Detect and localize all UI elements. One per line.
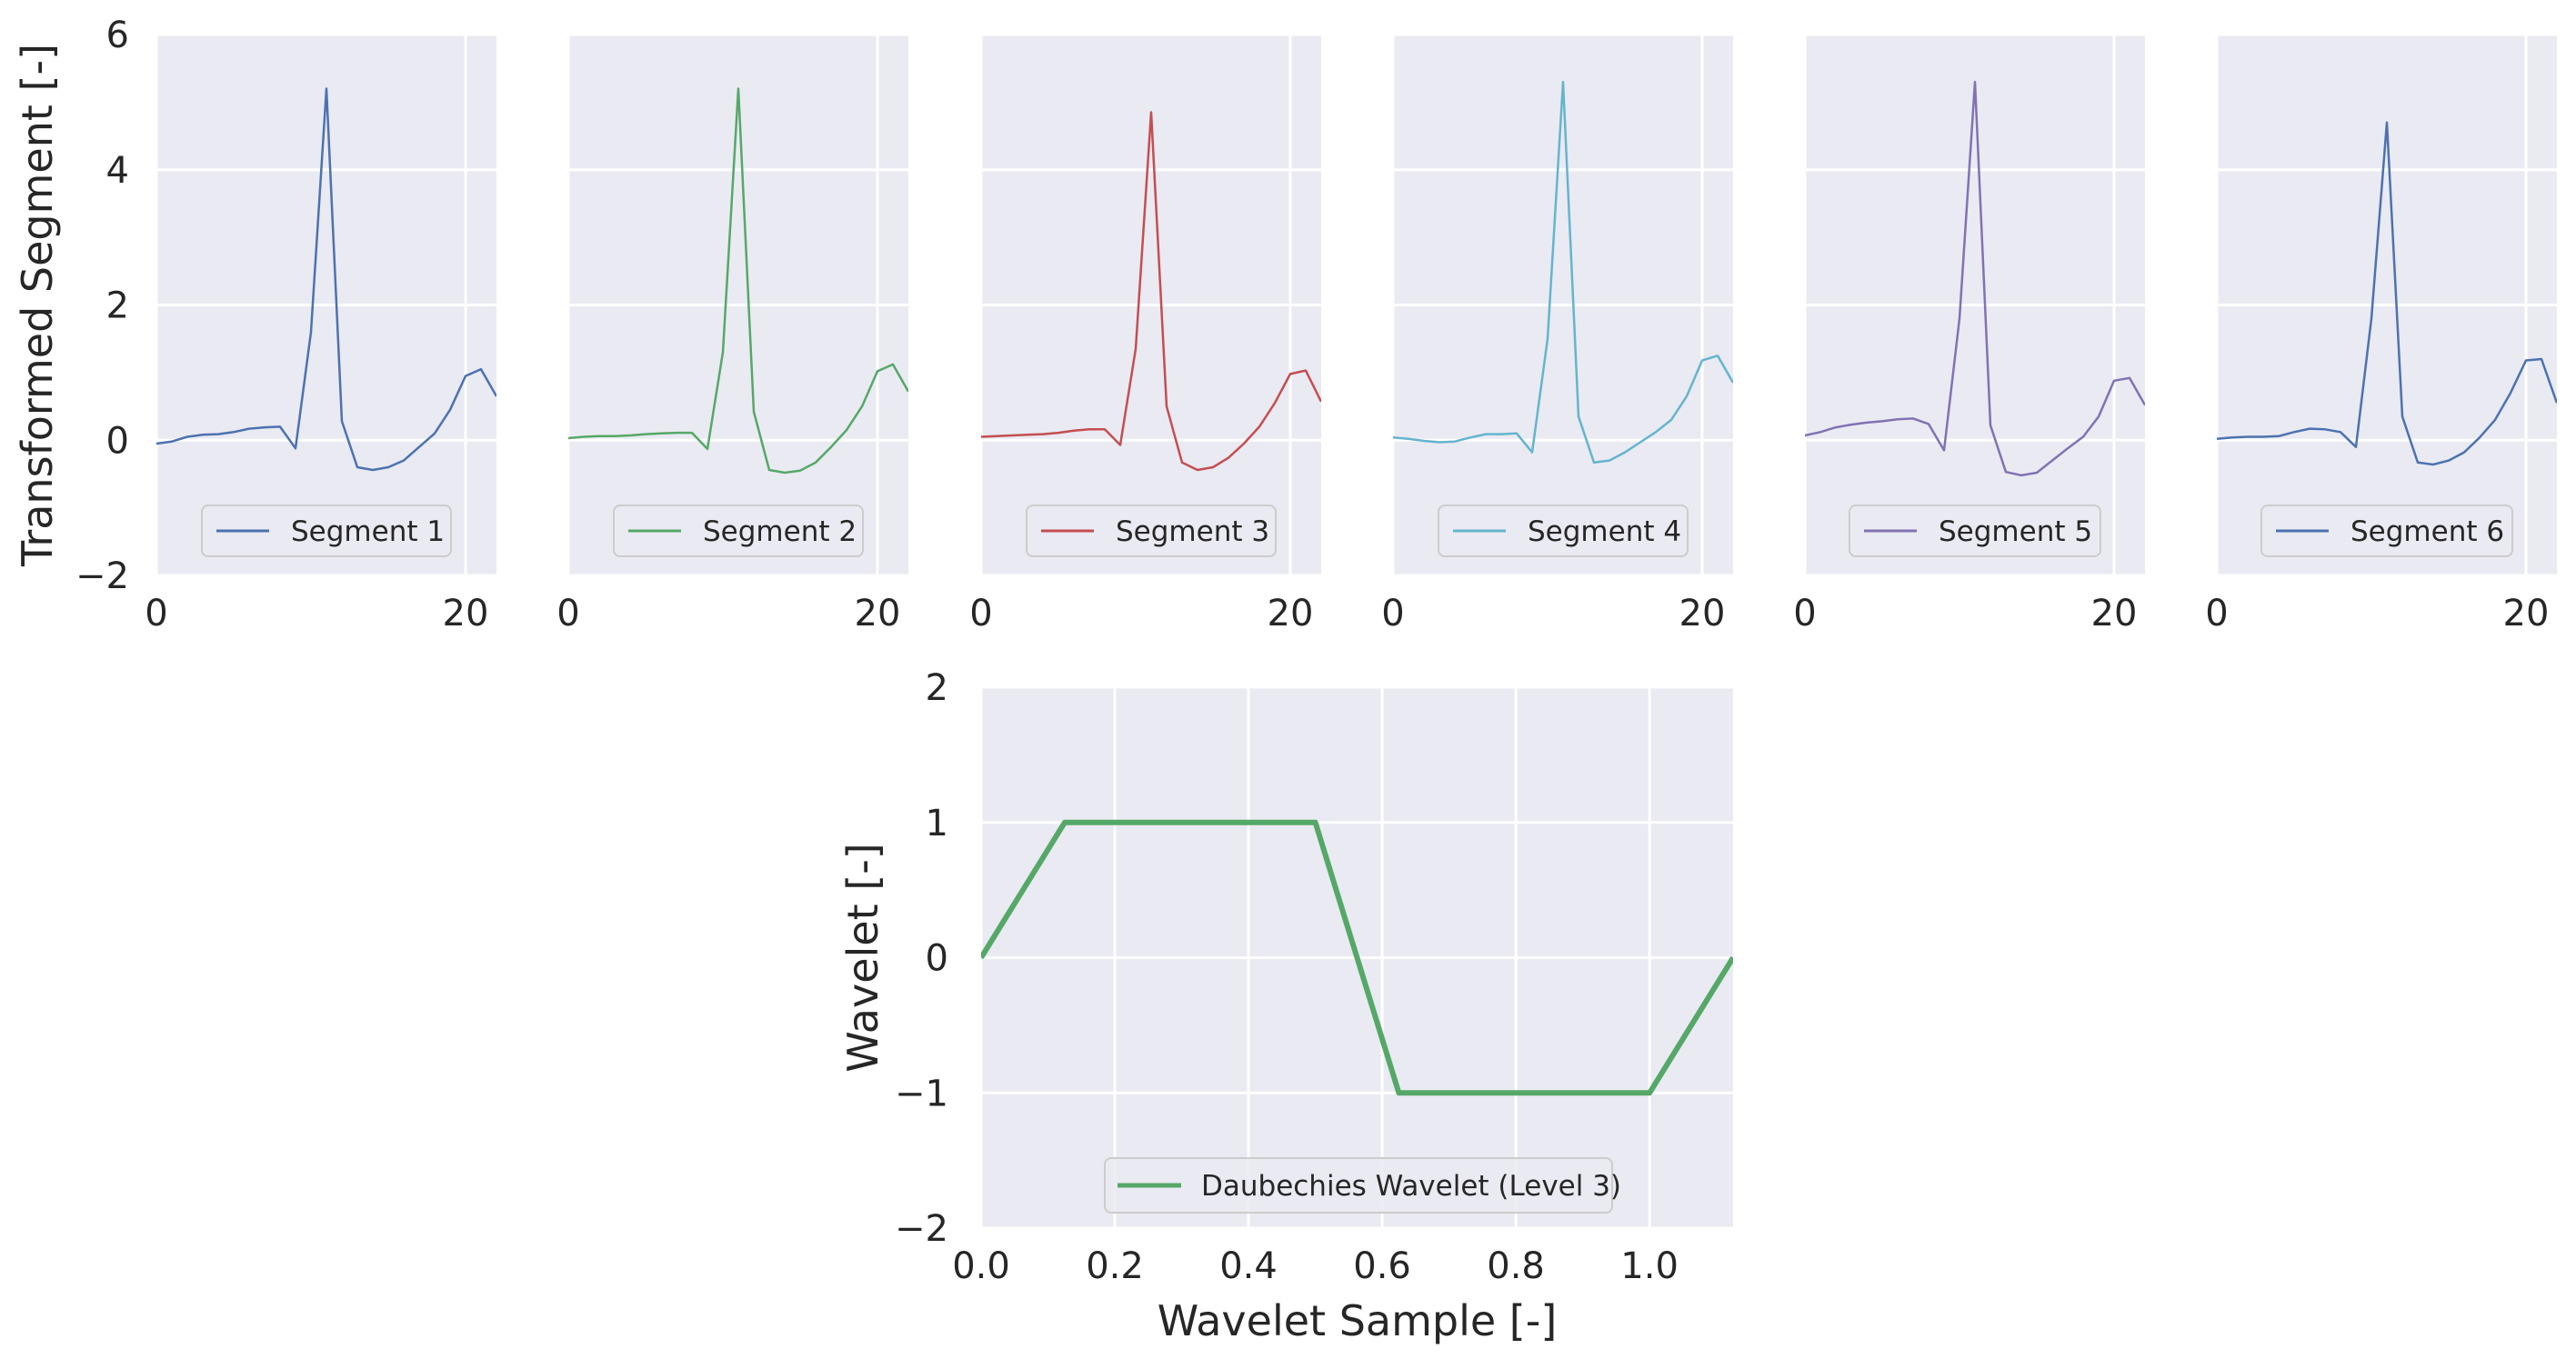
x-tick-label: 0.8 <box>1487 1245 1545 1287</box>
x-tick-label: 0 <box>1793 593 1816 635</box>
y-tick-label: 6 <box>106 15 129 56</box>
x-tick-label: 0.0 <box>952 1245 1010 1287</box>
y-tick-label: −2 <box>895 1208 948 1250</box>
panel-wavelet: 0.0 0.2 0.4 0.6 0.8 1.0 2 1 0 −1 −2 Wavelet Sample … <box>838 667 1733 1345</box>
legend-label: Segment 4 <box>1528 515 1681 548</box>
x-tick-label: 20 <box>2503 593 2550 635</box>
legend-box <box>2260 505 2513 557</box>
x-tick-label: 0 <box>556 593 579 635</box>
y-axis-title: Transformed Segment [-] <box>13 44 62 567</box>
x-tick-label: 0.6 <box>1353 1245 1411 1287</box>
series-line-segment-3 <box>981 111 1321 472</box>
panel-segment-2: 0 20 Segment 2 <box>556 33 908 635</box>
legend-box <box>1849 505 2101 557</box>
legend-label: Segment 1 <box>291 515 445 548</box>
legend-label: Segment 2 <box>703 515 857 548</box>
x-tick-label: 0.4 <box>1219 1245 1278 1287</box>
x-axis-title: Wavelet Sample [-] <box>1158 1296 1558 1345</box>
x-tick-label: 20 <box>1268 593 1314 635</box>
series-line-wavelet <box>981 819 1733 1096</box>
x-tick-label: 20 <box>1679 593 1726 635</box>
panel-segment-4: 0 20 Segment 4 <box>1381 33 1733 635</box>
y-tick-label: 4 <box>106 150 129 192</box>
x-tick-label: 0 <box>969 593 992 635</box>
y-tick-label: −1 <box>895 1073 948 1114</box>
x-tick-label: 0 <box>2205 593 2228 635</box>
panel-segment-5: 0 20 Segment 5 <box>1793 33 2145 635</box>
series-line-segment-4 <box>1393 80 1733 465</box>
legend-label: Segment 6 <box>2350 515 2504 548</box>
legend-box <box>613 505 864 557</box>
y-tick-label: 0 <box>926 938 948 980</box>
series-line-segment-6 <box>2217 121 2557 466</box>
legend-box <box>201 505 452 557</box>
y-tick-label: 2 <box>926 667 948 709</box>
legend-box <box>1438 505 1689 557</box>
legend-label: Segment 3 <box>1116 515 1269 548</box>
x-tick-label: 20 <box>855 593 901 635</box>
y-tick-label: −2 <box>75 555 129 597</box>
legend-box <box>1026 505 1277 557</box>
y-axis-title: Wavelet [-] <box>838 843 887 1072</box>
y-tick-label: 0 <box>106 420 129 462</box>
series-line-segment-5 <box>1805 80 2145 477</box>
panel-segment-3: 0 20 Segment 3 <box>969 33 1321 635</box>
x-tick-label: 1.0 <box>1620 1245 1679 1287</box>
x-tick-label: 20 <box>443 593 489 635</box>
x-tick-label: 20 <box>2091 593 2138 635</box>
legend-label: Segment 5 <box>1939 515 2092 548</box>
y-tick-label: 1 <box>926 803 948 844</box>
legend-label: Daubechies Wavelet (Level 3) <box>1201 1170 1621 1203</box>
x-tick-label: 0.2 <box>1086 1245 1144 1287</box>
x-tick-label: 0 <box>1381 593 1404 635</box>
legend-box <box>1104 1157 1613 1214</box>
panel-segment-6: 0 20 Segment 6 <box>2205 33 2557 635</box>
x-tick-label: 0 <box>145 593 167 635</box>
y-tick-label: 2 <box>106 285 129 327</box>
